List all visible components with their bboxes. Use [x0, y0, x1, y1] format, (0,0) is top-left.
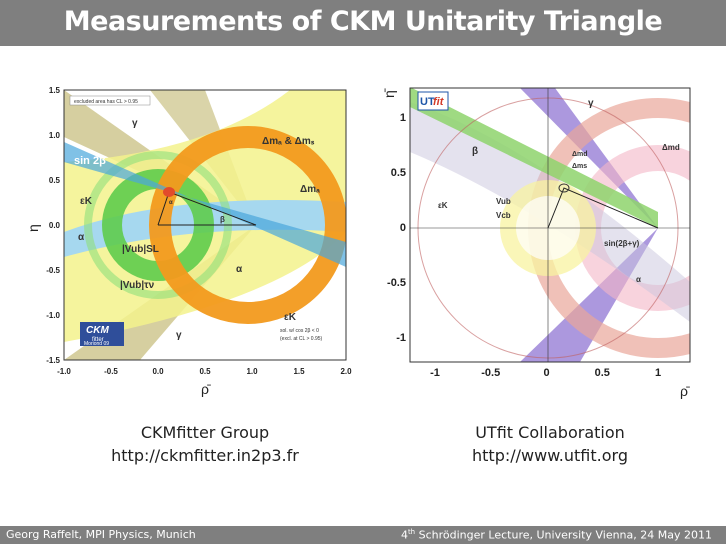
ckm-x-tick-0: -1.0	[57, 367, 71, 376]
right-caption: UTfit Collaboration http://www.utfit.org	[420, 421, 680, 467]
ckm-x-tick-2: 0.0	[152, 367, 164, 376]
utfit-logo-ut: UT	[420, 96, 435, 108]
ckm-apex	[163, 187, 175, 197]
right-caption-title: UTfit Collaboration	[475, 423, 625, 442]
utfit-plot: UT fit γ β Δmd Δmd Δms εK Vub Vcb sin(2β…	[380, 82, 696, 400]
ckm-label-alpha: α	[78, 232, 85, 243]
utfit-logo-fit: fit	[433, 96, 445, 108]
ckm-label-alpha2: α	[236, 264, 243, 275]
utfit-logo	[417, 91, 449, 111]
utf-label-sin2bg: sin(2β+γ)	[604, 239, 640, 248]
ckm-label-epsk2: εK	[284, 312, 297, 323]
ckm-y-tick-6: -1.5	[46, 356, 60, 365]
utf-label-epsk: εK	[438, 201, 448, 210]
ckm-label-dmd: Δmₐ	[300, 184, 320, 195]
utf-y-tick-1: 0.5	[391, 167, 406, 179]
ckmfitter-logo-tag: Moriond 09	[84, 341, 109, 347]
utf-apex	[558, 183, 570, 193]
ckm-x-tick-6: 2.0	[340, 367, 352, 376]
ckm-note-1: sol. w/ cos 2β < 0	[280, 328, 319, 334]
footer-event-num: 4	[400, 528, 408, 542]
slide-title: Measurements of CKM Unitarity Triangle	[63, 6, 663, 37]
ckmfitter-logo	[80, 322, 124, 346]
ckm-y-tick-3: 0.0	[49, 221, 61, 230]
utf-x-tick-3: 0.5	[595, 367, 610, 379]
ckm-x-tick-5: 1.5	[293, 367, 305, 376]
ckmfitter-logo-text: CKM	[86, 325, 109, 336]
title-bar	[0, 0, 726, 46]
ckm-legend-text: excluded area has CL > 0.95	[74, 99, 138, 105]
ckm-y-tick-0: 1.5	[49, 86, 61, 95]
ckm-label-vub-sl: |Vub|SL	[122, 244, 159, 255]
utf-y-tick-3: -0.5	[387, 277, 406, 289]
ckm-label-gamma: γ	[132, 118, 138, 129]
ckm-y-tick-4: -0.5	[46, 266, 60, 275]
footer-event-rest: Schrödinger Lecture, University Vienna, …	[415, 528, 712, 542]
utf-label-alpha: α	[636, 275, 641, 284]
ckmfitter-plot: excluded area has CL > 0.95 Δmₐ & Δmₛ Δm…	[30, 82, 362, 400]
ckm-x-tick-1: -0.5	[104, 367, 118, 376]
ckm-label-dmd-dms: Δmₐ & Δmₛ	[262, 136, 315, 147]
utf-y-tick-4: -1	[396, 332, 406, 344]
utf-triangle	[547, 187, 659, 229]
ckm-label-alpha3: α	[169, 200, 173, 206]
ckm-y-title: η̄	[30, 222, 41, 232]
ckm-frame	[63, 89, 347, 361]
ckmfitter-logo-sub: fitter	[92, 337, 104, 343]
ckm-note-2: (excl. at CL > 0.95)	[280, 336, 323, 342]
ckm-x-tick-3: 0.5	[199, 367, 211, 376]
footer-author: Georg Raffelt, MPI Physics, Munich	[6, 528, 196, 541]
ckm-label-epsk: εK	[80, 196, 93, 207]
utf-x-tick-4: 1	[655, 367, 661, 379]
utf-x-tick-1: -0.5	[481, 367, 500, 379]
ckm-x-title: ρ̄	[201, 381, 211, 397]
utf-x-tick-0: -1	[430, 367, 440, 379]
utf-label-dmd-dms-top: Δmd	[572, 151, 588, 158]
ckm-label-sin2b: sin 2β	[74, 155, 106, 167]
left-caption-title: CKMfitter Group	[140, 423, 270, 442]
ckm-legend-box	[69, 95, 151, 106]
footer-event-sup: th	[407, 528, 416, 536]
ckm-label-gamma2: γ	[176, 330, 182, 341]
ckm-sin2b-band	[64, 142, 346, 267]
ckm-label-beta: β	[220, 215, 225, 224]
ckm-x-tick-4: 1.0	[246, 367, 258, 376]
utf-label-vcb: Vcb	[496, 211, 511, 220]
left-caption-url[interactable]: http://ckmfitter.in2p3.fr	[111, 446, 299, 465]
utf-frame	[409, 87, 691, 363]
utf-label-dmd-dms-bot: Δms	[572, 163, 587, 170]
ckm-label-vub-tv: |Vub|τν	[120, 280, 155, 291]
utf-y-tick-0: 1	[400, 112, 406, 124]
utf-label-beta: β	[472, 146, 478, 157]
right-caption-url[interactable]: http://www.utfit.org	[472, 446, 628, 465]
utf-gamma-band-top	[520, 88, 658, 228]
utf-label-vub: Vub	[496, 197, 511, 206]
utf-label-gamma: γ	[588, 98, 594, 109]
ckm-y-tick-5: -1.0	[46, 311, 60, 320]
utf-y-title: η̄	[381, 88, 397, 98]
utf-y-tick-2: 0	[400, 222, 406, 234]
ckm-y-tick-2: 0.5	[49, 176, 61, 185]
footer-bar: Georg Raffelt, MPI Physics, Munich 4th S…	[0, 526, 726, 544]
utf-label-dmd: Δmd	[662, 143, 680, 152]
utf-x-tick-2: 0	[543, 367, 549, 379]
left-caption: CKMfitter Group http://ckmfitter.in2p3.f…	[80, 421, 330, 467]
footer-event: 4th Schrödinger Lecture, University Vien…	[401, 528, 712, 542]
utf-x-title: ρ̄	[680, 383, 690, 399]
ckm-y-tick-1: 1.0	[49, 131, 61, 140]
